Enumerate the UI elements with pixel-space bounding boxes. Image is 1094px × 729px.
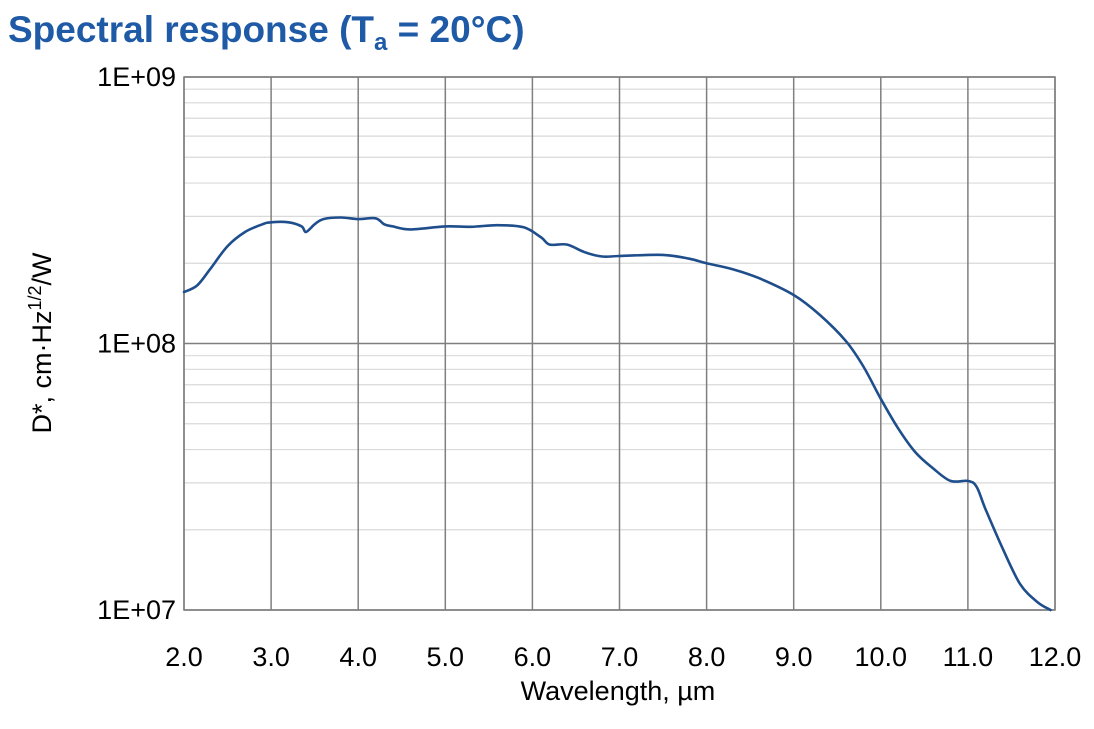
chart-title-subscript: a: [374, 29, 388, 56]
x-tick-label: 3.0: [252, 642, 290, 672]
x-tick-label: 8.0: [688, 642, 726, 672]
x-tick-label: 9.0: [775, 642, 813, 672]
y-axis-label-superscript: 1/2: [25, 285, 45, 310]
chart-title-rest: = 20°C): [387, 9, 524, 50]
x-tick-label: 6.0: [514, 642, 552, 672]
x-tick-labels: 2.0 3.0 4.0 5.0 6.0 7.0 8.0 9.0 10.0 11.0 12.0: [165, 642, 1081, 672]
x-tick-label: 10.0: [855, 642, 908, 672]
x-tick-label: 2.0: [165, 642, 203, 672]
y-axis-label-rest: /W: [27, 252, 57, 286]
y-tick-labels: 1E+07 1E+08 1E+09: [97, 62, 176, 625]
plot-frame: [183, 76, 1056, 611]
x-tick-label: 5.0: [427, 642, 465, 672]
y-axis-label-main: D*, cm·Hz: [27, 311, 57, 434]
y-tick-label: 1E+08: [97, 329, 176, 359]
y-tick-label: 1E+07: [97, 595, 176, 625]
x-tick-label: 7.0: [601, 642, 639, 672]
series-line: [182, 216, 1052, 612]
y-axis-label: D*, cm·Hz1/2/W: [25, 252, 57, 434]
chart-title-main: Spectral response (T: [8, 9, 374, 50]
x-tick-label: 4.0: [339, 642, 377, 672]
x-tick-label: 12.0: [1029, 642, 1082, 672]
x-axis-label: Wavelength, µm: [521, 676, 716, 706]
x-tick-label: 11.0: [943, 642, 994, 672]
y-tick-label: 1E+09: [97, 62, 176, 92]
chart-title: Spectral response (Ta = 20°C): [8, 9, 525, 56]
